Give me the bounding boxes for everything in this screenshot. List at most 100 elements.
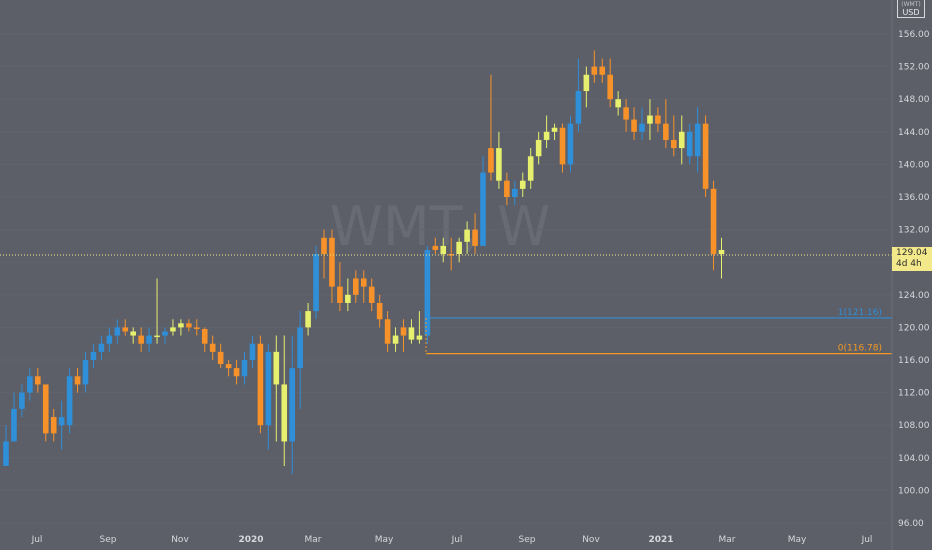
- time-tick: Mar: [305, 535, 322, 545]
- price-axis[interactable]: 156.00 152.00 148.00 144.00 140.00 136.00 132.…: [898, 30, 930, 529]
- candle-body: [90, 351, 97, 360]
- candle-body: [432, 245, 439, 250]
- candle-body: [225, 364, 232, 369]
- candle-body: [472, 229, 478, 246]
- candle-body: [376, 302, 383, 320]
- price-tick: 96.00: [898, 519, 924, 529]
- candle-body: [74, 376, 81, 385]
- candle-body: [527, 156, 534, 181]
- candle-body: [678, 131, 685, 149]
- candle-body: [686, 131, 693, 157]
- candle-body: [313, 254, 319, 312]
- candle-body: [591, 66, 598, 75]
- candle-body: [615, 99, 621, 108]
- candle-body: [281, 384, 288, 442]
- candle-body: [718, 249, 725, 255]
- candle-body: [58, 417, 65, 426]
- price-tick: 120.00: [898, 323, 930, 333]
- symbol-watermark: WMT, W: [330, 195, 551, 258]
- candle-body: [392, 335, 399, 344]
- price-tick: 148.00: [898, 95, 930, 105]
- candle-body: [138, 335, 144, 344]
- candle-body: [170, 327, 176, 332]
- candle-body: [424, 249, 431, 336]
- candle-body: [702, 123, 709, 189]
- candle-body: [623, 107, 629, 120]
- candle-body: [607, 74, 613, 100]
- candle-body: [154, 335, 160, 338]
- candle-body: [694, 123, 701, 157]
- candle-body: [535, 139, 542, 157]
- last-price-badge: 129.04 4d 4h: [892, 247, 932, 271]
- price-tick: 140.00: [898, 160, 930, 170]
- candle-body: [583, 74, 590, 92]
- candle-body: [448, 254, 454, 256]
- fib-retracement[interactable]: 1(121.16) 0(116.78): [425, 308, 892, 355]
- candle-body: [456, 241, 462, 255]
- candle-body: [321, 237, 327, 255]
- candle-body: [353, 278, 359, 295]
- candle-body: [575, 91, 582, 124]
- candle-body: [360, 278, 367, 287]
- candle-body: [305, 311, 311, 328]
- candle-body: [567, 123, 574, 165]
- candle-body: [209, 343, 216, 352]
- candle-body: [512, 188, 518, 197]
- price-tick: 136.00: [898, 193, 930, 203]
- candle-body: [233, 368, 240, 377]
- candle-body: [186, 323, 192, 328]
- candle-body: [178, 323, 184, 328]
- candle-body: [551, 127, 558, 132]
- candle-body: [345, 294, 351, 303]
- grid-layer: [0, 33, 892, 524]
- candle-body: [519, 180, 526, 189]
- candle-body: [647, 115, 653, 124]
- candle-body: [273, 351, 280, 385]
- candle-body: [384, 319, 391, 344]
- candle-body: [3, 441, 9, 466]
- time-tick: Jul: [861, 535, 873, 545]
- time-tick: Jul: [451, 535, 463, 545]
- candle-body: [50, 417, 57, 434]
- price-tick: 124.00: [898, 291, 930, 301]
- candle-body: [249, 343, 256, 360]
- candle-body: [464, 229, 470, 242]
- candle-body: [504, 180, 510, 197]
- candle-body: [265, 351, 272, 426]
- candle-body: [19, 392, 25, 409]
- time-tick: Sep: [100, 535, 117, 545]
- candle-body: [710, 188, 717, 255]
- candle-body: [297, 327, 303, 369]
- fib-level-label: 0(116.78): [838, 344, 882, 354]
- candle-body: [241, 360, 248, 377]
- candle-body: [194, 327, 200, 330]
- price-tick: 100.00: [898, 486, 930, 496]
- candle-body: [146, 335, 152, 344]
- price-scale-unit[interactable]: (WMT) USD: [897, 0, 925, 18]
- last-price-interval: 4d 4h: [896, 259, 922, 269]
- candle-body: [66, 376, 73, 426]
- price-scale-currency: USD: [902, 8, 920, 17]
- candle-body: [440, 245, 447, 255]
- candle-body: [543, 131, 550, 140]
- candle-body: [416, 335, 423, 340]
- fib-level-label: 1(121.16): [838, 308, 882, 318]
- candle-body: [122, 327, 129, 332]
- time-axis[interactable]: Jul Sep Nov 2020 Mar May Jul Sep Nov 2021 Mar May Ju…: [31, 535, 873, 545]
- candle-body: [130, 331, 136, 336]
- candle-body: [106, 335, 113, 344]
- candle-body: [599, 66, 606, 75]
- last-price-value: 129.04: [896, 248, 928, 258]
- time-tick: 2020: [238, 535, 263, 545]
- time-tick: 2021: [648, 535, 673, 545]
- price-tick: 152.00: [898, 63, 930, 73]
- candle-body: [162, 331, 168, 336]
- candle-body: [257, 343, 264, 426]
- candle-body: [42, 384, 49, 434]
- price-tick: 108.00: [898, 421, 930, 431]
- time-tick: Sep: [519, 535, 536, 545]
- candle-body: [27, 376, 33, 393]
- candle-body: [11, 408, 17, 442]
- price-tick: 132.00: [898, 226, 930, 236]
